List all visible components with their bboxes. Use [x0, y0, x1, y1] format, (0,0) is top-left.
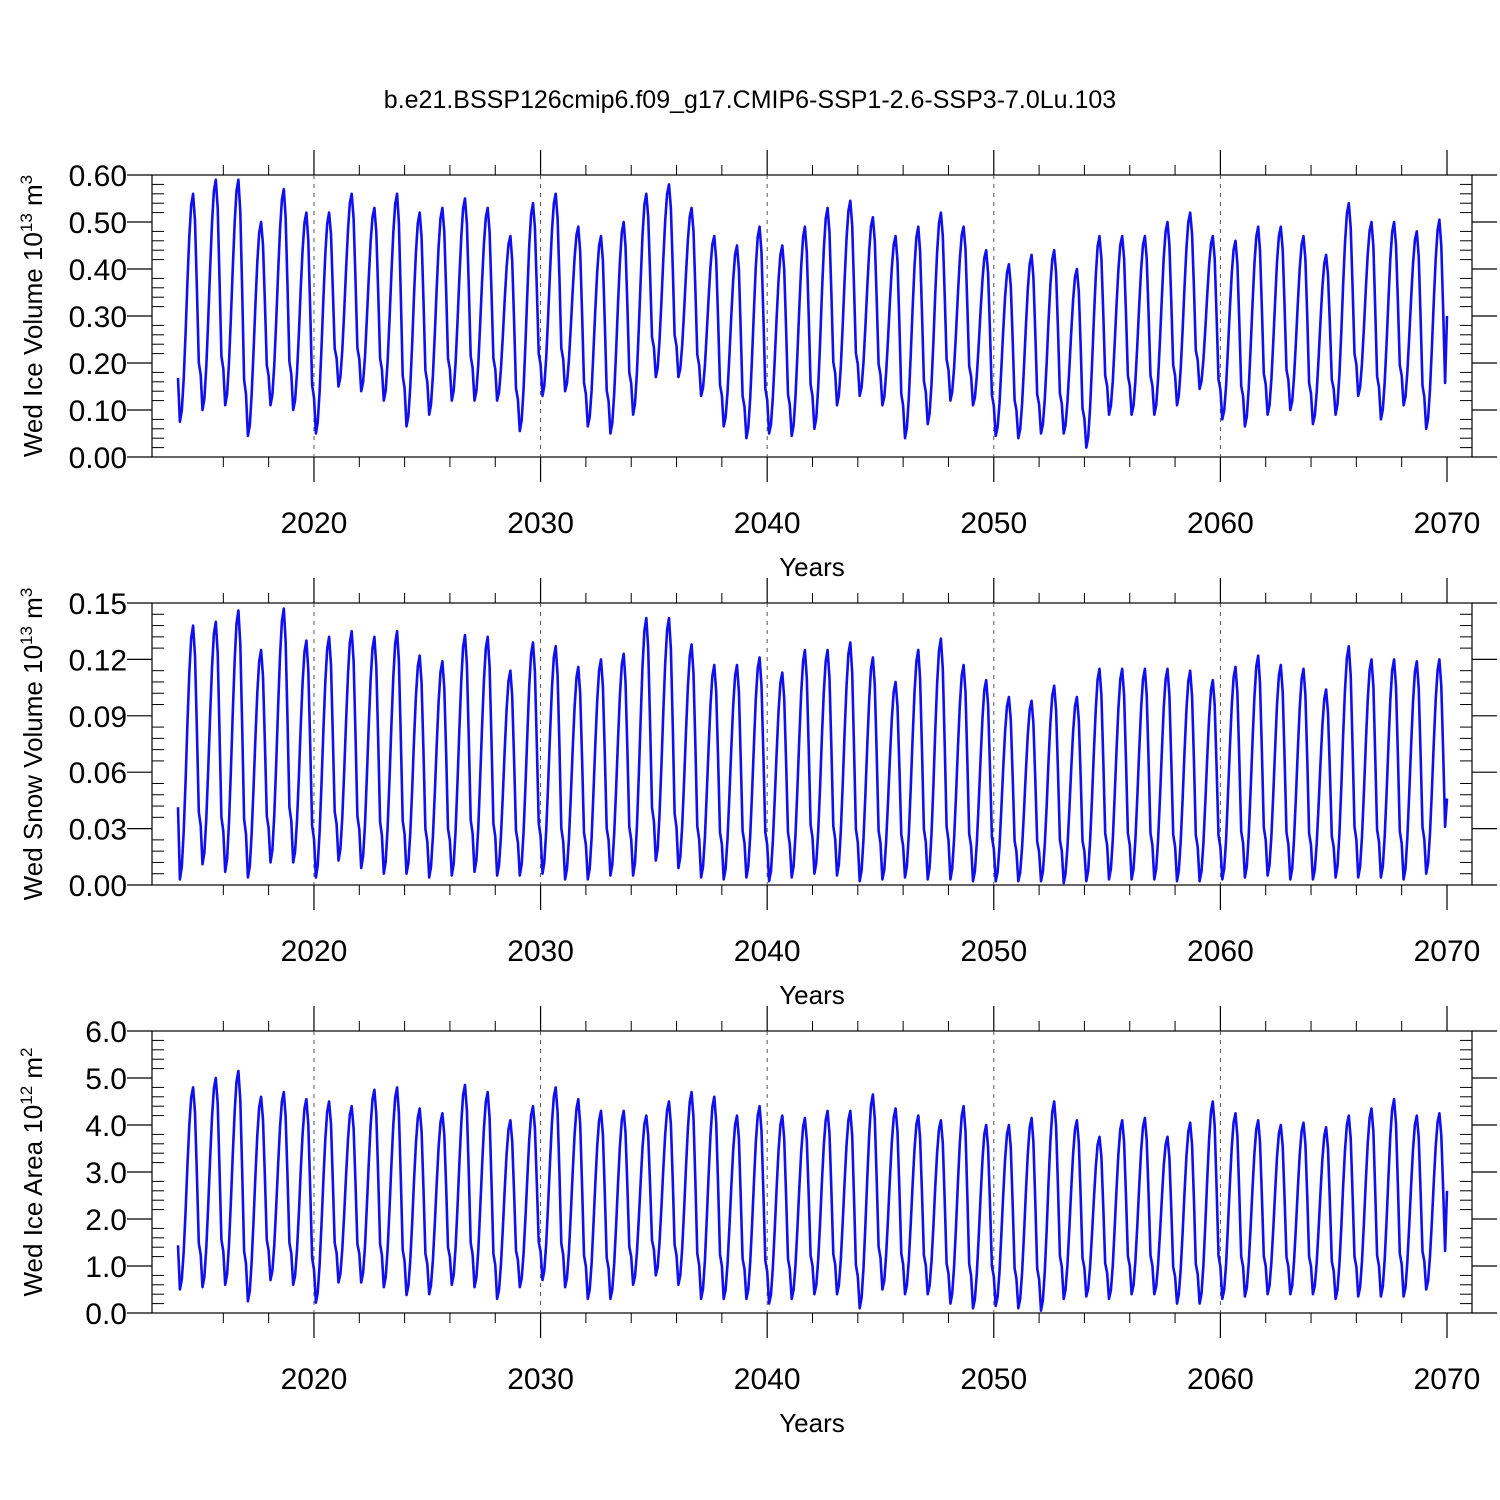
- series-line: [176, 178, 1449, 449]
- y-tick-label: 1.0: [85, 1251, 127, 1284]
- y-tick-label: 0.03: [69, 814, 127, 847]
- x-tick-label: 2040: [734, 507, 801, 540]
- x-tick-label: 2030: [507, 507, 574, 540]
- y-tick-label: 0.12: [69, 644, 127, 677]
- x-tick-label: 2060: [1187, 1363, 1254, 1396]
- x-tick-label: 2060: [1187, 935, 1254, 968]
- y-axis-label: Wed Ice Volume 1013 m3: [17, 175, 48, 457]
- y-tick-label: 0.06: [69, 757, 127, 790]
- y-tick-label: 0.40: [69, 254, 127, 287]
- y-tick-label: 0.30: [69, 301, 127, 334]
- y-tick-label: 3.0: [85, 1157, 127, 1190]
- x-tick-label: 2040: [734, 1363, 801, 1396]
- x-tick-label: 2050: [960, 1363, 1027, 1396]
- x-axis-label: Years: [779, 552, 845, 582]
- y-axis-label: Wed Ice Area 1012 m2: [17, 1047, 48, 1296]
- y-tick-label: 0.00: [69, 442, 127, 475]
- y-tick-label: 2.0: [85, 1204, 127, 1237]
- chart-panel-2: 2020 2030 2040 2050 2060 2070 0.00 0.03 0.06 0.09…: [17, 578, 1497, 1010]
- x-tick-label: 2060: [1187, 507, 1254, 540]
- x-tick-label: 2020: [281, 935, 348, 968]
- y-tick-label: 0.15: [69, 588, 127, 621]
- y-tick-label: 0.10: [69, 395, 127, 428]
- x-tick-label: 2020: [281, 1363, 348, 1396]
- figure-title: b.e21.BSSP126cmip6.f09_g17.CMIP6-SSP1-2.…: [383, 86, 1117, 114]
- x-tick-label: 2070: [1414, 507, 1481, 540]
- chart-panel-1: 2020 2030 2040 2050 2060 2070 0.00 0.10 0.20 0.30…: [17, 150, 1497, 582]
- x-tick-label: 2020: [281, 507, 348, 540]
- x-axis-label: Years: [779, 980, 845, 1010]
- x-tick-label: 2050: [960, 507, 1027, 540]
- series-line: [176, 1069, 1449, 1312]
- y-tick-label: 5.0: [85, 1063, 127, 1096]
- x-tick-label: 2030: [507, 1363, 574, 1396]
- y-tick-label: 0.50: [69, 207, 127, 240]
- y-axis-label: Wed Snow Volume 1013 m3: [17, 588, 48, 901]
- y-tick-label: 0.60: [69, 160, 127, 193]
- x-axis-label: Years: [779, 1408, 845, 1438]
- x-tick-label: 2050: [960, 935, 1027, 968]
- x-tick-label: 2070: [1414, 1363, 1481, 1396]
- x-tick-label: 2070: [1414, 935, 1481, 968]
- y-tick-label: 0.20: [69, 348, 127, 381]
- y-tick-label: 4.0: [85, 1110, 127, 1143]
- x-tick-label: 2040: [734, 935, 801, 968]
- y-tick-label: 0.0: [85, 1298, 127, 1331]
- x-tick-label: 2030: [507, 935, 574, 968]
- y-tick-label: 6.0: [85, 1016, 127, 1049]
- chart-panel-3: 2020 2030 2040 2050 2060 2070 0.0 1.0 2.0 3.0 4.0 5…: [17, 1006, 1497, 1438]
- y-tick-label: 0.00: [69, 870, 127, 903]
- series-line: [176, 607, 1449, 885]
- y-tick-label: 0.09: [69, 701, 127, 734]
